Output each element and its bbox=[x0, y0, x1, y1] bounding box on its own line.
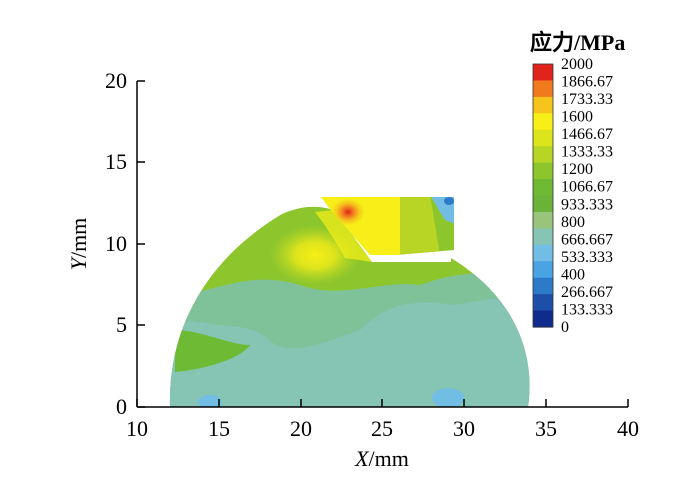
colorbar-swatch bbox=[533, 80, 553, 98]
colorbar-swatch bbox=[533, 211, 553, 229]
x-tick-label: 25 bbox=[371, 416, 393, 441]
colorbar-level-label: 0 bbox=[561, 319, 569, 336]
y-tick-marks bbox=[137, 80, 145, 408]
x-tick-label: 10 bbox=[126, 416, 148, 441]
colorbar-level-label: 1466.67 bbox=[561, 126, 613, 143]
y-tick-labels: 0 5 10 15 20 bbox=[105, 68, 127, 419]
x-tick-label: 35 bbox=[535, 416, 557, 441]
x-tick-labels: 10 15 20 25 30 35 40 bbox=[126, 416, 639, 441]
colorbar-swatches bbox=[533, 64, 553, 328]
colorbar-swatch bbox=[533, 310, 553, 328]
colorbar-swatch bbox=[533, 261, 553, 279]
colorbar-swatch bbox=[533, 228, 553, 246]
colorbar-swatch bbox=[533, 96, 553, 114]
y-tick-label: 20 bbox=[105, 68, 127, 93]
x-tick-label: 15 bbox=[208, 416, 230, 441]
colorbar-level-label: 1200 bbox=[561, 161, 593, 178]
x-tick-label: 30 bbox=[453, 416, 475, 441]
y-tick-label: 10 bbox=[105, 231, 127, 256]
colorbar-frame bbox=[532, 63, 554, 328]
colorbar-swatch bbox=[533, 195, 553, 213]
colorbar-swatch bbox=[533, 244, 553, 262]
colorbar-swatch bbox=[533, 294, 553, 312]
colorbar-level-label: 800 bbox=[561, 214, 585, 231]
colorbar-swatch bbox=[533, 146, 553, 164]
y-tick-label: 0 bbox=[116, 394, 127, 419]
x-tick-label: 40 bbox=[617, 416, 639, 441]
colorbar-swatch bbox=[533, 277, 553, 295]
colorbar-swatch bbox=[533, 113, 553, 131]
colorbar-level-label: 933.333 bbox=[561, 196, 613, 213]
colorbar-swatch bbox=[533, 179, 553, 197]
y-tick-label: 5 bbox=[116, 312, 127, 337]
colorbar-level-label: 1866.67 bbox=[561, 74, 613, 91]
colorbar-swatch bbox=[533, 162, 553, 180]
colorbar-level-label: 133.333 bbox=[561, 301, 613, 318]
colorbar-level-label: 266.667 bbox=[561, 284, 613, 301]
colorbar-level-label: 2000 bbox=[561, 56, 593, 73]
axes: 10 15 20 25 30 35 40 0 5 10 15 20 X/mm Y… bbox=[66, 68, 639, 471]
y-axis-title: Y/mm bbox=[66, 218, 91, 271]
colorbar-swatch bbox=[533, 129, 553, 147]
colorbar-level-label: 666.667 bbox=[561, 231, 613, 248]
x-axis-title: X/mm bbox=[354, 446, 409, 471]
colorbar-level-label: 1333.33 bbox=[561, 144, 613, 161]
colorbar-level-label: 1600 bbox=[561, 109, 593, 126]
colorbar-level-label: 1733.33 bbox=[561, 91, 613, 108]
colorbar-title: 应力/MPa bbox=[530, 30, 625, 55]
colorbar-labels: 20001866.671733.3316001466.671333.331200… bbox=[561, 56, 613, 336]
x-tick-label: 20 bbox=[290, 416, 312, 441]
y-tick-label: 15 bbox=[105, 149, 127, 174]
colorbar-level-label: 533.333 bbox=[561, 249, 613, 266]
colorbar-level-label: 400 bbox=[561, 266, 585, 283]
colorbar-level-label: 1066.67 bbox=[561, 179, 613, 196]
x-tick-marks bbox=[136, 399, 629, 407]
colorbar-swatch bbox=[533, 64, 553, 82]
colorbar-legend: 应力/MPa 20001866.671733.3316001466.671333… bbox=[530, 30, 625, 336]
